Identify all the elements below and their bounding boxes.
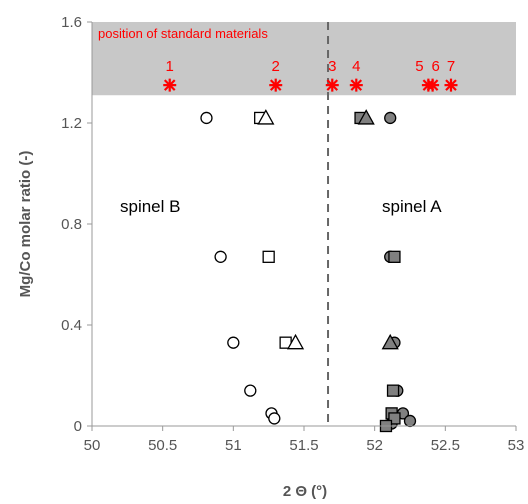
square-point [262,250,275,263]
standard-marker-4 [349,78,363,92]
standard-marker-7 [444,78,458,92]
y-tick-labels: 0 0.4 0.8 1.2 1.6 [61,14,92,435]
standard-marker-3 [325,78,339,92]
square-point [388,412,401,425]
standard-markers [163,78,458,92]
spinel-b-label: spinel B [120,197,180,216]
circle-point [227,336,240,349]
x-tick-label: 52.5 [431,437,460,454]
standard-label-1: 1 [166,58,174,75]
triangle-point [381,333,399,350]
triangle-point [257,109,275,125]
circle-point [268,412,281,425]
y-tick-label: 1.6 [61,14,82,31]
y-tick-label: 0 [74,418,82,435]
x-axis-title: 2 Θ (°) [283,483,327,500]
standard-marker-6 [426,78,440,92]
circle-point [244,384,257,397]
x-tick-label: 50.5 [148,437,177,454]
triangle-point [286,333,305,350]
x-tick-label: 50 [84,437,101,454]
spinel-a-label: spinel A [382,197,442,216]
y-tick-label: 0.8 [61,216,82,233]
data-points [200,109,417,433]
circle-point [403,414,417,428]
standard-label-5: 5 [415,58,423,75]
circle-point [214,250,227,263]
standard-label-6: 6 [431,58,439,75]
square-point [386,384,400,397]
square-point [388,250,401,263]
standards-band [92,22,516,96]
standard-label-7: 7 [447,58,455,75]
x-tick-label: 53 [508,437,525,454]
x-tick-labels: 50 50.5 51 51.5 52 52.5 53 [84,426,525,454]
standard-marker-2 [269,78,283,92]
standard-marker-1 [163,78,177,92]
x-tick-label: 51.5 [289,437,318,454]
standards-title: position of standard materials [98,26,268,41]
standard-label-3: 3 [328,58,336,75]
x-tick-label: 52 [366,437,383,454]
circle-point [200,111,213,125]
triangle-point [357,109,375,125]
standard-label-2: 2 [272,58,280,75]
circle-point [384,111,397,125]
x-tick-label: 51 [225,437,242,454]
y-tick-label: 1.2 [61,115,82,132]
standard-label-4: 4 [352,58,360,75]
y-tick-label: 0.4 [61,317,82,334]
y-axis-title: Mg/Co molar ratio (-) [17,151,34,298]
